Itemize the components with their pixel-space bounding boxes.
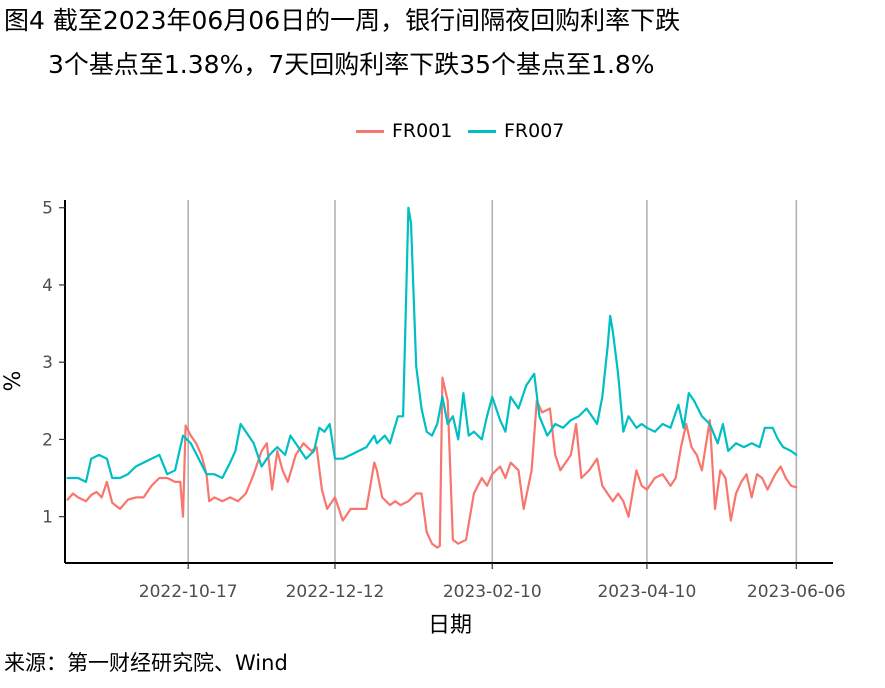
legend: FR001 FR007 [0,117,885,145]
y-axis-title: % [1,371,26,392]
y-tick-label: 4 [42,276,53,296]
legend-item-fr001: FR001 [356,117,452,145]
series-line-fr007 [66,206,798,483]
x-tick-label: 2022-12-12 [286,582,385,602]
y-axis-ticks: 1 2 3 4 5 [42,199,65,528]
chart-title-line-2: 3个基点至1.38%，7天回购利率下跌35个基点至1.8% [48,50,655,79]
source-note: 来源：第一财经研究院、Wind [4,651,288,675]
x-tick-label: 2022-10-17 [139,582,238,602]
legend-label-fr001: FR001 [392,120,453,142]
y-tick-label: 3 [42,353,53,373]
x-tick-label: 2023-06-06 [747,582,846,602]
grid-lines [187,200,798,563]
y-tick-label: 5 [42,199,53,219]
x-tick-label: 2023-02-10 [443,582,542,602]
x-axis-title: 日期 [428,613,472,638]
x-tick-label: 2023-04-10 [597,582,696,602]
legend-swatch-fr007 [468,129,496,133]
series-layer [66,206,798,549]
legend-label-fr007: FR007 [504,120,565,142]
legend-item-fr007: FR007 [468,117,564,145]
chart-title-line-1: 图4 截至2023年06月06日的一周，银行间隔夜回购利率下跌 [4,6,681,35]
legend-swatch-fr001 [356,129,384,133]
series-line-fr001 [66,376,798,549]
x-axis-ticks: 2022-10-17 2022-12-12 2023-02-10 2023-04-10… [139,563,846,602]
y-tick-label: 1 [42,508,53,528]
y-tick-label: 2 [42,430,53,450]
